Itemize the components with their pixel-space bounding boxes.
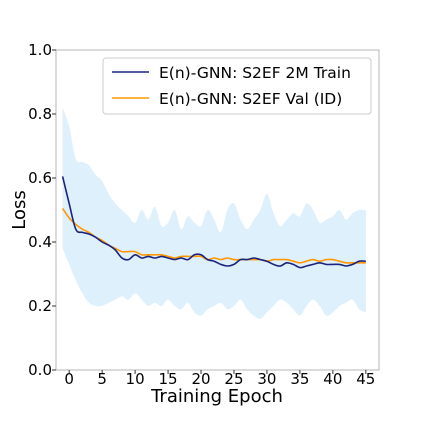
x-tick-label: 25: [224, 370, 243, 388]
series-line-train: [61, 176, 366, 269]
legend: E(n)-GNN: S2EF 2M Train E(n)-GNN: S2EF V…: [102, 57, 372, 115]
x-tick-label: 5: [97, 370, 107, 388]
x-tick-label: 0: [64, 370, 74, 388]
x-tick-label: 40: [323, 370, 342, 388]
x-tick-label: 30: [257, 370, 276, 388]
plot-frame: [55, 49, 380, 371]
series-layer: [61, 176, 366, 269]
x-tick-label: 45: [356, 370, 375, 388]
legend-label-val: E(n)-GNN: S2EF Val (ID): [159, 90, 342, 108]
legend-label-train: E(n)-GNN: S2EF 2M Train: [159, 64, 351, 82]
y-tick-label: 0.6: [28, 169, 52, 187]
y-tick-label: 0.8: [28, 105, 52, 123]
x-axis-label: Training Epoch: [150, 386, 283, 407]
y-tick-label: 0.4: [28, 233, 52, 251]
x-tick-label: 35: [290, 370, 309, 388]
x-tick-label: 10: [126, 370, 145, 388]
y-tick-label: 0.2: [28, 297, 52, 315]
x-tick-label: 20: [191, 370, 210, 388]
y-axis-label: Loss: [9, 190, 30, 229]
y-tick-label: 1.0: [28, 41, 52, 59]
variance-band-layer: [62, 107, 366, 319]
x-tick-label: 15: [159, 370, 178, 388]
tick-layer: 0 5 10 15 20 25 30 35 40 45 0.0 0.2 0.4 0.6 0.8 1.0: [28, 41, 375, 388]
y-tick-label: 0.0: [28, 361, 52, 379]
variance-band: [62, 107, 366, 319]
legend-box: [102, 57, 372, 115]
